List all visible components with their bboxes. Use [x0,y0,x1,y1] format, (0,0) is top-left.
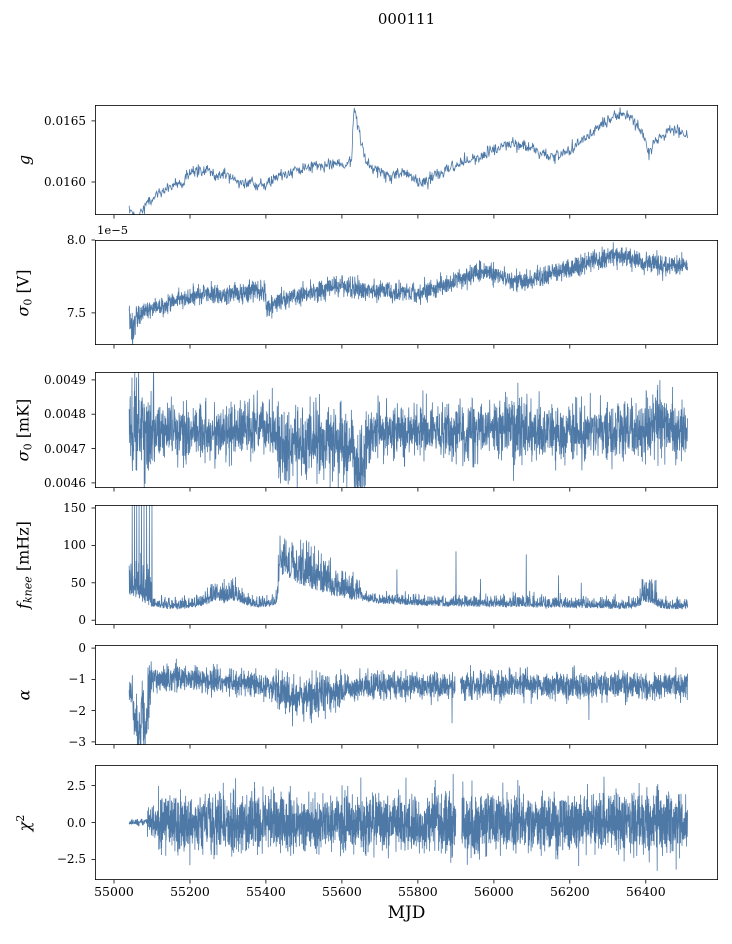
ytick-label-alpha: −1 [68,672,86,687]
ytick-label-alpha: −3 [68,734,86,749]
xtick-label: 55200 [170,884,210,899]
ytick-label-chi2: 2.5 [66,778,86,793]
ytick-label-sigma0-mk: 0.0047 [44,441,86,456]
y-axis-label-alpha: α [14,689,34,701]
axes-spines-alpha [95,645,719,745]
y-axis-label-g: g [14,154,34,166]
xtick-label: 55400 [246,884,286,899]
xtick-label: 56000 [473,884,514,899]
ytick-label-f-knee: 0 [78,613,86,628]
axes-spines-g [95,105,719,215]
ytick-label-chi2: −2.5 [56,852,86,867]
series-line-alpha [128,658,689,745]
axes-spines-f-knee [95,505,719,625]
subplot-sigma0-mk [91,372,719,492]
ytick-label-sigma0-mk: 0.0046 [44,475,86,490]
axes-spines-sigma0-v [95,240,719,345]
chart-title: 000111 [377,10,436,28]
ytick-label-sigma0-mk: 0.0049 [44,372,86,387]
ytick-label-sigma0-v: 8.0 [66,233,86,247]
y-axis-label-sigma0-mk: σ0 [mK] [13,398,35,462]
y-axis-offset-text-sigma0-v: 1e−5 [97,223,129,237]
ytick-label-sigma0-v: 7.5 [66,305,86,320]
series-line-sigma0-mk [128,372,689,488]
ytick-label-g: 0.0160 [44,175,86,189]
ytick-label-sigma0-mk: 0.0048 [44,407,86,422]
xtick-label: 56400 [625,884,666,899]
ytick-label-chi2: 0.0 [66,815,86,830]
ytick-label-alpha: 0 [78,641,86,656]
ytick-label-f-knee: 150 [63,500,86,515]
axes-spines-sigma0-mk [95,372,719,488]
x-axis-label: MJD [387,903,426,923]
y-axis-label-sigma0-v: σ0 [V] [13,268,35,317]
subplot-f-knee [91,505,719,629]
subplot-sigma0-v [91,239,719,349]
xtick-label: 56200 [549,884,590,899]
series-line-chi2 [128,773,689,871]
xtick-label: 55000 [94,884,134,899]
ytick-label-alpha: −2 [68,703,86,718]
ytick-label-f-knee: 100 [63,538,86,553]
y-axis-label-chi2: χ2 [14,814,34,831]
xtick-label: 55600 [322,884,362,899]
series-line-sigma0-v [128,242,689,345]
xtick-label: 55800 [398,884,438,899]
series-line-g [128,107,689,215]
subplot-alpha [91,645,719,749]
subplot-chi2 [91,765,719,884]
subplot-g [91,105,719,219]
series-line-f-knee [128,505,689,610]
ytick-label-f-knee: 50 [70,575,86,590]
y-axis-label-f-knee: fknee [mHz] [13,521,35,609]
axes-spines-chi2 [95,765,719,880]
ytick-label-g: 0.0165 [44,113,86,128]
